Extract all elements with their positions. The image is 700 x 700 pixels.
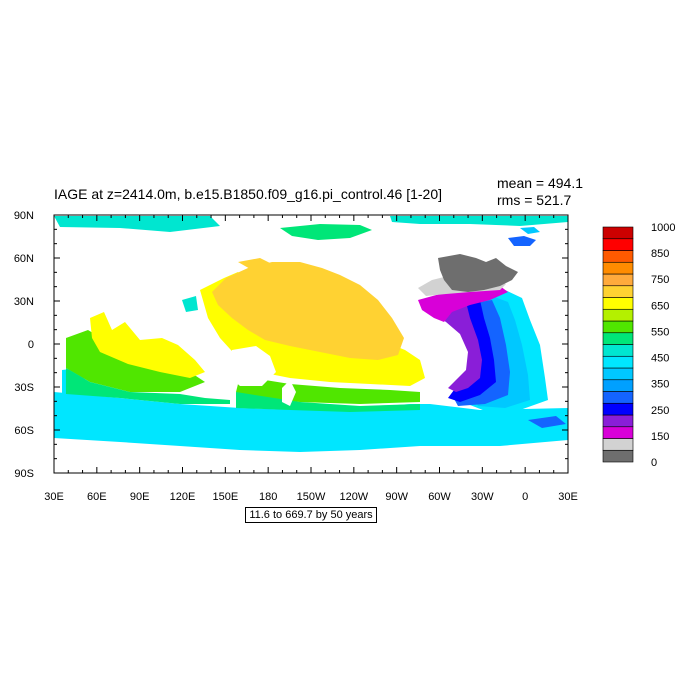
colorbar-cell [602, 332, 634, 345]
marginal-sea-teal-patch [182, 296, 198, 312]
lat-label: 60N [14, 253, 34, 265]
lon-label: 0 [522, 491, 528, 503]
lon-label: 90W [385, 491, 408, 503]
atlantic-deepblue-region [440, 300, 496, 402]
colorbar-cell [602, 402, 634, 416]
colorbar-label: 350 [651, 379, 669, 391]
lon-label: 120W [339, 491, 368, 503]
lat-label: 90N [14, 210, 34, 222]
lat-label: 30S [14, 382, 34, 394]
colorbar-cell [602, 250, 634, 263]
arctic-green-patch [280, 224, 372, 240]
lat-label: 30N [14, 296, 34, 308]
colorbar-cell [602, 344, 634, 357]
colorbar-label: 450 [651, 353, 669, 365]
colorbar-cell [602, 261, 634, 275]
atlantic-purple-region [432, 302, 482, 392]
marginal-sea-blue-patch [528, 416, 566, 428]
colorbar-label: 650 [651, 300, 669, 312]
southern-ocean-region [54, 392, 568, 452]
lon-label: 150W [297, 491, 326, 503]
colorbar-cell [602, 308, 634, 322]
south-pacific-teal-band [236, 392, 420, 412]
mean-label: mean = 494.1 [497, 175, 584, 191]
rms-label: rms = 521.7 [497, 192, 572, 208]
colorbar-label: 250 [651, 405, 669, 417]
colorbar-cell [602, 273, 634, 287]
lat-label: 0 [28, 339, 34, 351]
colorbar: 1000 850 750 650 550 450 350 250 150 0 [602, 222, 675, 469]
arctic-cyan-strip-east [390, 216, 568, 226]
colorbar-cell [602, 426, 634, 439]
map-axes: 30E 60E 90E 120E 150E 180 150W 120W 90W 60W 30W 0 30… [14, 210, 578, 503]
colorbar-label: 1000 [651, 222, 675, 234]
ocean-field [54, 216, 568, 452]
lon-label: 90E [130, 491, 150, 503]
colorbar-cell [602, 297, 634, 310]
atlantic-magenta-region [418, 286, 508, 322]
lon-label: 60E [87, 491, 107, 503]
colorbar-cell [602, 367, 634, 381]
colorbar-label: 850 [651, 248, 669, 260]
colorbar-cell [602, 414, 634, 428]
colorbar-cell [602, 449, 634, 463]
lon-label: 30W [471, 491, 494, 503]
new-zealand-land [282, 380, 296, 406]
colorbar-cell [602, 238, 634, 251]
south-indian-green-band [66, 368, 230, 404]
colorbar-cell [602, 285, 634, 298]
colorbar-cell [602, 355, 634, 369]
lon-label: 30E [44, 491, 64, 503]
colorbar-cell [602, 320, 634, 334]
arctic-blue-patch [508, 236, 536, 246]
colorbar-label: 550 [651, 326, 669, 338]
lat-label: 90S [14, 468, 34, 480]
colorbar-cell [602, 438, 634, 451]
colorbar-label: 750 [651, 274, 669, 286]
australia-land [226, 346, 276, 386]
lon-label: 120E [170, 491, 196, 503]
north-pacific-orange-region [212, 262, 404, 360]
lon-label: 30E [558, 491, 578, 503]
colorbar-label: 0 [651, 457, 657, 469]
colorbar-cell [602, 391, 634, 404]
lon-label: 180 [259, 491, 277, 503]
arctic-cyan-strip [54, 216, 220, 232]
map-title: IAGE at z=2414.0m, b.e15.B1850.f09_g16.p… [54, 186, 442, 202]
lon-label: 60W [428, 491, 451, 503]
indian-ocean-yellow-region [90, 312, 205, 378]
lon-label: 150E [212, 491, 238, 503]
marginal-sea-orange-patch [238, 258, 272, 270]
contour-info-box: 11.6 to 669.7 by 50 years [245, 507, 377, 523]
lat-label: 60S [14, 425, 34, 437]
colorbar-cell [602, 226, 634, 240]
nordic-seas-gray-region [438, 254, 518, 292]
arctic-lightblue-patch [520, 227, 540, 234]
colorbar-cell [602, 379, 634, 392]
colorbar-label: 150 [651, 431, 669, 443]
